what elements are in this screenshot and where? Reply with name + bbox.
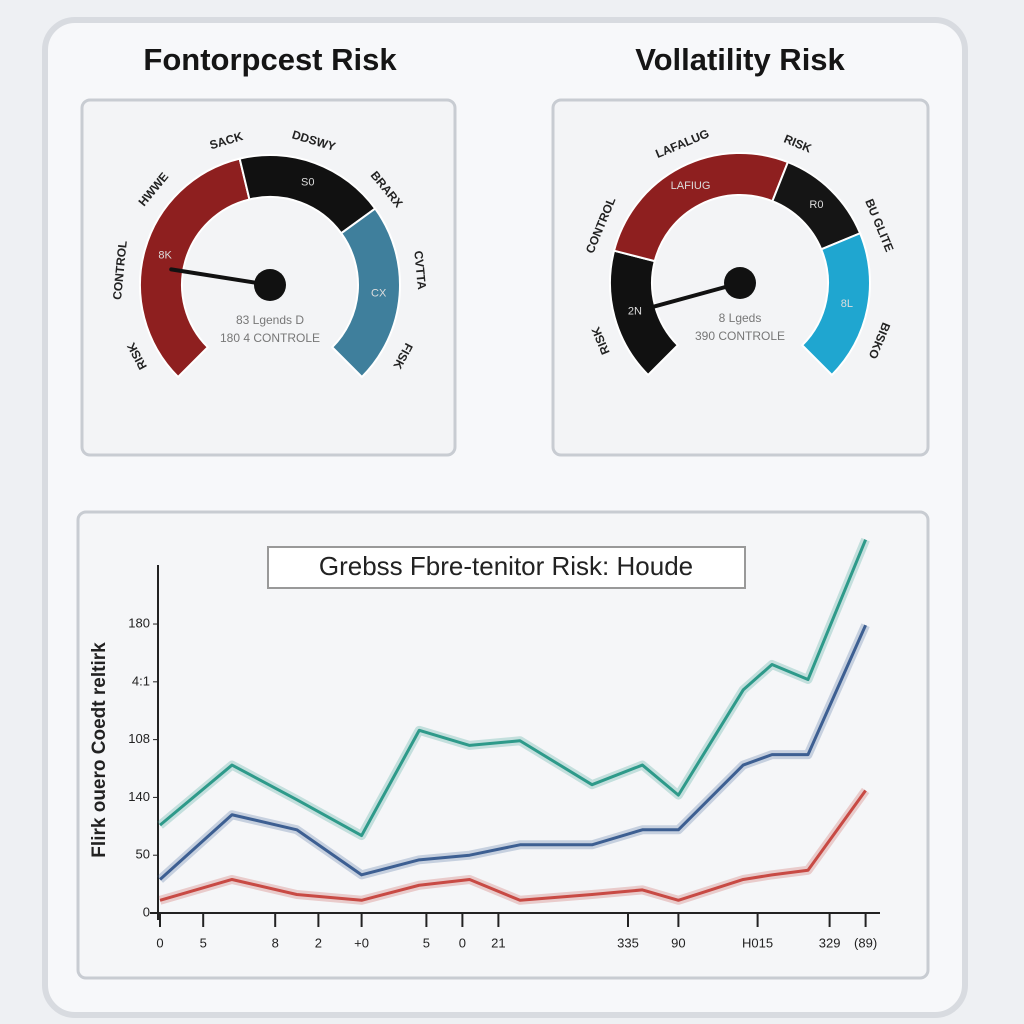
band-label: S0 bbox=[301, 177, 314, 189]
gauge-caption: 83 Lgends D bbox=[236, 313, 304, 327]
gauge-needle bbox=[169, 267, 272, 287]
gauge-label: CONTROL bbox=[110, 240, 130, 300]
gauge-needle bbox=[641, 281, 742, 312]
gauge-caption: 8 Lgeds bbox=[719, 311, 762, 325]
x-tick-label: 21 bbox=[491, 935, 505, 950]
gauge-label: CVTTA bbox=[411, 250, 429, 291]
gauge-hub bbox=[254, 269, 286, 301]
chart-title: Grebss Fbre-tenitor Risk: Houde bbox=[319, 551, 693, 581]
y-axis-label: Flirk ouero Coedt reltirk bbox=[89, 642, 110, 858]
gauge-band bbox=[330, 207, 401, 379]
x-tick-label: 329 bbox=[819, 935, 841, 950]
gauge-caption: 390 CONTROLE bbox=[695, 329, 785, 343]
x-tick-label: 0 bbox=[459, 935, 466, 950]
band-label: 8K bbox=[158, 249, 172, 261]
series-line bbox=[159, 539, 867, 838]
x-tick-label: 8 bbox=[272, 935, 279, 950]
band-label: 8L bbox=[841, 298, 853, 310]
y-tick-label: 180 bbox=[128, 615, 150, 630]
chart-title-box bbox=[267, 546, 746, 589]
band-label: R0 bbox=[809, 199, 823, 211]
gauge-caption: 180 4 CONTROLE bbox=[220, 331, 320, 345]
x-tick-label: +0 bbox=[354, 935, 369, 950]
y-tick-label: 50 bbox=[136, 847, 150, 862]
gauge-title: Vollatility Risk bbox=[635, 42, 845, 77]
x-tick-label: 5 bbox=[200, 935, 207, 950]
band-label: 2N bbox=[628, 306, 642, 318]
gauge-band bbox=[800, 231, 871, 377]
x-tick-label: H015 bbox=[742, 935, 773, 950]
series-line bbox=[159, 789, 867, 902]
y-tick-label: 0 bbox=[143, 904, 150, 919]
band-label: LAFIUG bbox=[671, 180, 711, 192]
x-tick-label: 90 bbox=[671, 935, 685, 950]
gauge-hub bbox=[724, 267, 756, 299]
y-tick-label: 140 bbox=[128, 789, 150, 804]
x-tick-label: 0 bbox=[156, 935, 163, 950]
gauge-title: Fontorpcest Risk bbox=[143, 42, 397, 77]
x-tick-label: (89) bbox=[854, 935, 877, 950]
gauge-band bbox=[139, 157, 251, 379]
y-tick-label: 4:1 bbox=[132, 673, 150, 688]
x-tick-label: 335 bbox=[617, 935, 639, 950]
band-label: CX bbox=[371, 287, 387, 299]
series-line bbox=[158, 624, 867, 881]
x-tick-label: 2 bbox=[315, 935, 322, 950]
chart-card bbox=[76, 510, 930, 980]
y-tick-label: 108 bbox=[128, 731, 150, 746]
x-tick-label: 5 bbox=[423, 935, 430, 950]
